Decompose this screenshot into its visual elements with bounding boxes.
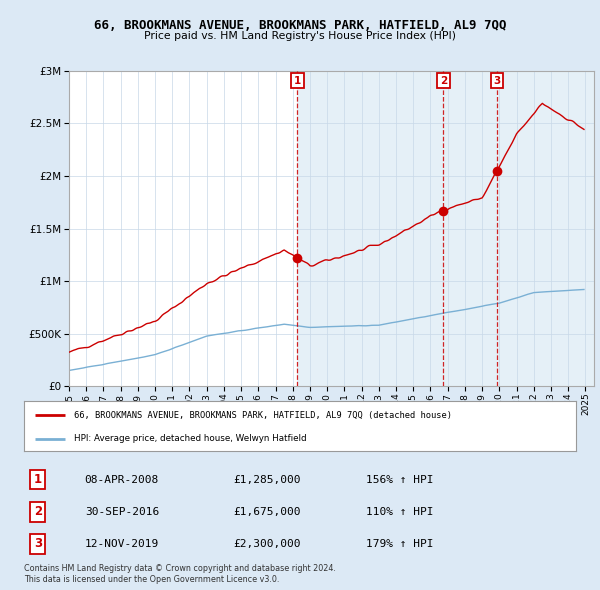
Text: 1: 1 <box>34 473 42 486</box>
Text: 3: 3 <box>493 76 501 86</box>
Text: 3: 3 <box>34 537 42 550</box>
Bar <box>443 71 497 386</box>
Text: 2: 2 <box>34 505 42 518</box>
Text: £1,285,000: £1,285,000 <box>234 475 301 484</box>
Text: 66, BROOKMANS AVENUE, BROOKMANS PARK, HATFIELD, AL9 7QQ (detached house): 66, BROOKMANS AVENUE, BROOKMANS PARK, HA… <box>74 411 452 419</box>
Text: 66, BROOKMANS AVENUE, BROOKMANS PARK, HATFIELD, AL9 7QQ: 66, BROOKMANS AVENUE, BROOKMANS PARK, HA… <box>94 19 506 32</box>
Text: 30-SEP-2016: 30-SEP-2016 <box>85 507 159 517</box>
Text: This data is licensed under the Open Government Licence v3.0.: This data is licensed under the Open Gov… <box>24 575 280 584</box>
Text: £1,675,000: £1,675,000 <box>234 507 301 517</box>
Text: Price paid vs. HM Land Registry's House Price Index (HPI): Price paid vs. HM Land Registry's House … <box>144 31 456 41</box>
Text: 110% ↑ HPI: 110% ↑ HPI <box>366 507 434 517</box>
Text: HPI: Average price, detached house, Welwyn Hatfield: HPI: Average price, detached house, Welw… <box>74 434 307 443</box>
Text: 08-APR-2008: 08-APR-2008 <box>85 475 159 484</box>
Text: Contains HM Land Registry data © Crown copyright and database right 2024.: Contains HM Land Registry data © Crown c… <box>24 564 336 573</box>
Text: 12-NOV-2019: 12-NOV-2019 <box>85 539 159 549</box>
Bar <box>298 71 443 386</box>
Text: £2,300,000: £2,300,000 <box>234 539 301 549</box>
Text: 1: 1 <box>294 76 301 86</box>
Text: 179% ↑ HPI: 179% ↑ HPI <box>366 539 434 549</box>
Text: 2: 2 <box>440 76 447 86</box>
Text: 156% ↑ HPI: 156% ↑ HPI <box>366 475 434 484</box>
Bar <box>497 71 594 386</box>
